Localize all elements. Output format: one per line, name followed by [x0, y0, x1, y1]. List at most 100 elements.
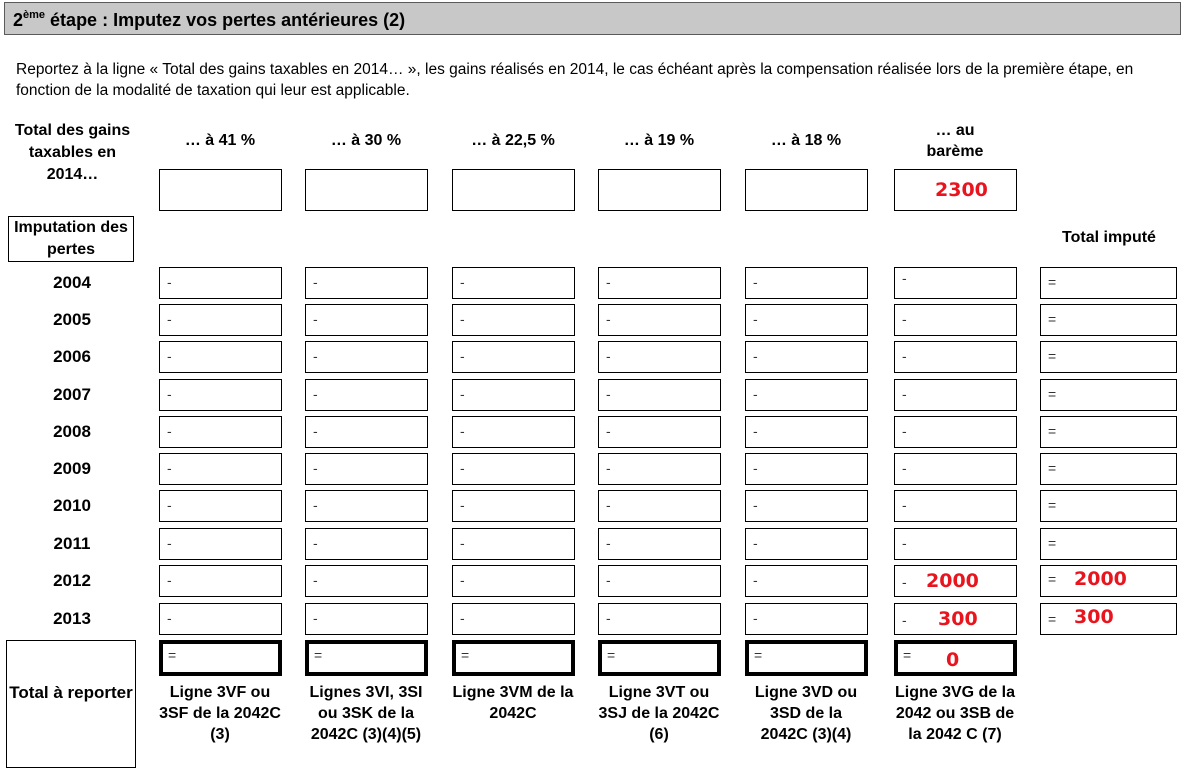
loss-input[interactable]: - — [159, 341, 282, 373]
minus-sign: - — [902, 535, 907, 551]
loss-input[interactable]: - — [305, 267, 428, 299]
loss-input[interactable]: - — [159, 304, 282, 336]
loss-input[interactable]: - — [452, 267, 575, 299]
total-impute-input[interactable]: = 300 — [1040, 603, 1177, 635]
loss-input[interactable]: - — [745, 304, 868, 336]
column-total-input[interactable]: = — [159, 640, 282, 676]
column-total-input[interactable]: = 0 — [894, 640, 1017, 676]
total-impute-input[interactable]: = — [1040, 304, 1177, 336]
total-impute-input[interactable]: = — [1040, 379, 1177, 411]
loss-input[interactable]: - — [159, 379, 282, 411]
loss-input[interactable]: - — [894, 379, 1017, 411]
loss-input[interactable]: - — [452, 304, 575, 336]
minus-sign: - — [460, 497, 465, 513]
loss-input[interactable]: - — [598, 603, 721, 635]
gain-input[interactable] — [598, 169, 721, 211]
loss-input[interactable]: - 300 — [894, 603, 1017, 635]
loss-input[interactable]: - — [305, 379, 428, 411]
total-impute-input[interactable]: = — [1040, 341, 1177, 373]
loss-input[interactable]: - — [452, 490, 575, 522]
loss-input[interactable]: - — [305, 341, 428, 373]
total-impute-input[interactable]: = 2000 — [1040, 565, 1177, 597]
gain-input[interactable] — [159, 169, 282, 211]
column-header: … au barème — [926, 122, 984, 160]
loss-input[interactable]: - — [159, 267, 282, 299]
loss-input[interactable]: - — [452, 453, 575, 485]
loss-input[interactable]: - — [894, 528, 1017, 560]
gain-input[interactable]: 2300 — [894, 169, 1017, 211]
loss-input[interactable]: - — [305, 490, 428, 522]
loss-input[interactable]: - — [159, 453, 282, 485]
loss-input[interactable]: - — [452, 341, 575, 373]
loss-input[interactable]: - — [159, 416, 282, 448]
column-total-input[interactable]: = — [305, 640, 428, 676]
loss-input[interactable]: - — [598, 341, 721, 373]
loss-input[interactable]: - — [598, 490, 721, 522]
loss-input[interactable]: - — [598, 304, 721, 336]
loss-input[interactable]: - — [305, 416, 428, 448]
gain-input[interactable] — [305, 169, 428, 211]
total-impute-label: Total imputé — [1062, 229, 1156, 246]
loss-input[interactable]: - — [598, 267, 721, 299]
minus-sign: - — [313, 497, 318, 513]
minus-sign: - — [902, 612, 907, 628]
intro-text: Reportez à la ligne « Total des gains ta… — [16, 61, 1134, 99]
minus-sign: - — [902, 497, 907, 513]
minus-sign: - — [902, 270, 907, 286]
loss-input[interactable]: - — [452, 379, 575, 411]
loss-input[interactable]: - — [745, 379, 868, 411]
total-impute-input[interactable]: = — [1040, 267, 1177, 299]
loss-input[interactable]: - — [745, 490, 868, 522]
loss-input[interactable]: - — [745, 416, 868, 448]
equals-sign: = — [1048, 348, 1057, 364]
loss-input[interactable]: - — [305, 528, 428, 560]
minus-sign: - — [313, 572, 318, 588]
total-impute-input[interactable]: = — [1040, 490, 1177, 522]
total-impute-input[interactable]: = — [1040, 453, 1177, 485]
loss-input[interactable]: - — [159, 565, 282, 597]
loss-input[interactable]: - — [745, 267, 868, 299]
loss-input[interactable]: - — [159, 528, 282, 560]
loss-input[interactable]: - — [894, 341, 1017, 373]
minus-sign: - — [460, 423, 465, 439]
loss-input[interactable]: - — [305, 453, 428, 485]
loss-input[interactable]: - — [452, 603, 575, 635]
loss-input[interactable]: - — [894, 267, 1017, 299]
equals-sign: = — [1048, 571, 1057, 587]
loss-input[interactable]: - — [598, 379, 721, 411]
total-impute-input[interactable]: = — [1040, 416, 1177, 448]
loss-input[interactable]: - — [598, 528, 721, 560]
gain-input[interactable] — [745, 169, 868, 211]
loss-input[interactable]: - — [159, 490, 282, 522]
loss-input[interactable]: - — [598, 565, 721, 597]
loss-input[interactable]: - — [894, 304, 1017, 336]
column-total-input[interactable]: = — [745, 640, 868, 676]
loss-input[interactable]: - — [894, 490, 1017, 522]
column-total-input[interactable]: = — [598, 640, 721, 676]
column-total-input[interactable]: = — [452, 640, 575, 676]
minus-sign: - — [902, 423, 907, 439]
loss-input[interactable]: - — [894, 416, 1017, 448]
gain-input[interactable] — [452, 169, 575, 211]
loss-input[interactable]: - — [745, 565, 868, 597]
loss-input[interactable]: - — [745, 453, 868, 485]
loss-input[interactable]: - — [159, 603, 282, 635]
minus-sign: - — [313, 610, 318, 626]
year-label: 2006 — [53, 347, 91, 366]
loss-input[interactable]: - — [452, 528, 575, 560]
equals-sign: = — [1048, 611, 1057, 627]
loss-input[interactable]: - — [452, 565, 575, 597]
loss-input[interactable]: - — [745, 341, 868, 373]
loss-input[interactable]: - — [894, 453, 1017, 485]
loss-input[interactable]: - — [452, 416, 575, 448]
loss-input[interactable]: - — [598, 416, 721, 448]
loss-input[interactable]: - — [745, 528, 868, 560]
loss-input[interactable]: - — [745, 603, 868, 635]
loss-input[interactable]: - — [305, 565, 428, 597]
loss-input[interactable]: - — [598, 453, 721, 485]
loss-input[interactable]: - 2000 — [894, 565, 1017, 597]
total-impute-input[interactable]: = — [1040, 528, 1177, 560]
loss-input[interactable]: - — [305, 304, 428, 336]
minus-sign: - — [753, 386, 758, 402]
loss-input[interactable]: - — [305, 603, 428, 635]
